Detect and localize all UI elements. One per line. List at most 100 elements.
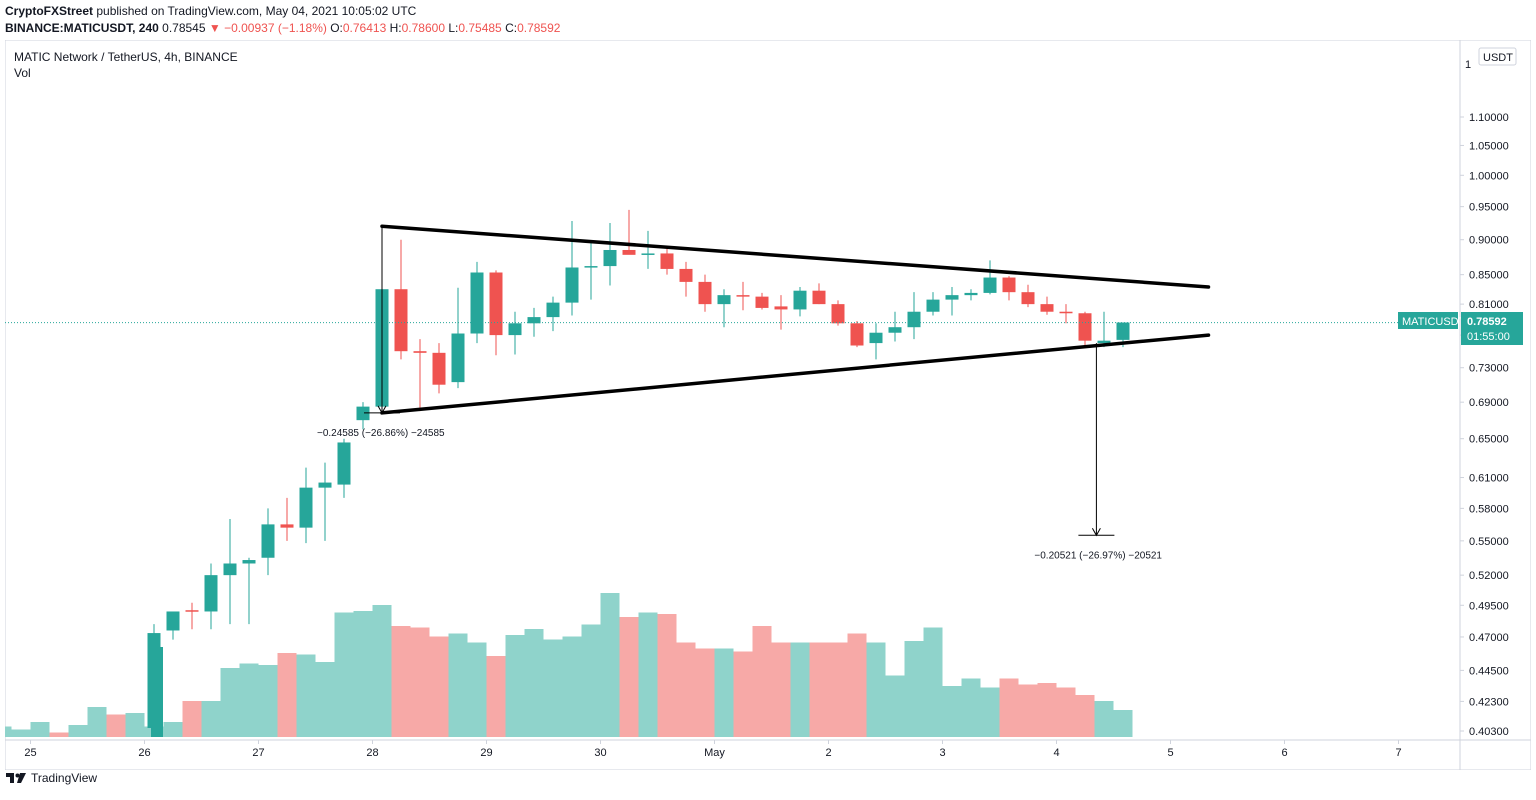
price-tick-label: 0.58000 (1469, 503, 1509, 515)
candle-body (166, 611, 180, 631)
candle-body (451, 333, 465, 383)
candle-body (926, 299, 940, 312)
price-tick-label: 0.49500 (1469, 600, 1509, 612)
time-tick-label: 2 (825, 747, 831, 759)
volume-bar (752, 626, 772, 737)
volume-bar (239, 663, 259, 737)
volume-bar (277, 653, 297, 737)
volume-bar (334, 612, 354, 737)
candle-body (907, 311, 921, 328)
candle-body (584, 266, 598, 268)
volume-bar (1113, 710, 1133, 737)
candle-body (812, 290, 826, 305)
close-value: 0.78592 (517, 21, 561, 35)
price-tick-label: 0.55000 (1469, 536, 1509, 548)
candle-body (1040, 304, 1054, 312)
volume-bar (733, 651, 753, 737)
candle-body (432, 352, 446, 385)
volume-bar (30, 722, 50, 737)
candle-body (831, 304, 845, 324)
price-chart[interactable]: −0.24585 (−26.86%) −24585 −0.20521 (−26.9… (5, 40, 1531, 770)
candle-body (546, 302, 560, 318)
price-tick-label: 0.69000 (1469, 397, 1509, 409)
volume-bar (315, 662, 335, 737)
tradingview-logo-icon (6, 773, 26, 783)
time-tick-label: 3 (939, 747, 945, 759)
candle-body (527, 317, 541, 324)
candle-body (242, 560, 256, 564)
candle-body (793, 290, 807, 310)
candle-body (204, 575, 218, 612)
footer[interactable]: TradingView (5, 771, 97, 785)
volume-bar (372, 605, 392, 737)
volume-bar (809, 642, 829, 737)
price-tick-label: 0.40300 (1469, 726, 1509, 738)
volume-bar (980, 687, 1000, 737)
chart-frame[interactable]: −0.24585 (−26.86%) −24585 −0.20521 (−26.9… (5, 40, 1531, 800)
candle-body (1002, 277, 1016, 293)
volume-bar (923, 627, 943, 737)
publisher-name[interactable]: CryptoFXStreet (5, 4, 94, 18)
symbol-price-tag (1398, 312, 1458, 329)
candle-body (964, 292, 978, 296)
volume-bar (448, 633, 468, 737)
current-price-tag (1461, 312, 1523, 345)
published-text: published on TradingView.com, May 04, 20… (96, 4, 417, 18)
volume-bar (847, 633, 867, 737)
measure-tools: −0.24585 (−26.86%) −24585 −0.20521 (−26.9… (317, 226, 1162, 561)
time-axis[interactable]: 25 26 27 28 29 30 May 2 3 4 5 6 7 (24, 740, 1402, 759)
candle-body (679, 268, 693, 282)
candle-body (622, 249, 636, 255)
candle-body (603, 249, 617, 267)
candle-body (1097, 340, 1111, 344)
price-axis[interactable]: 1.10000 1.05000 1.00000 0.95000 0.90000 0.850… (1460, 112, 1509, 738)
volume-bar (562, 636, 582, 737)
last-price: 0.78545 (162, 21, 206, 35)
candle-body (318, 482, 332, 488)
candle-body (888, 327, 902, 333)
time-tick-label: 7 (1395, 747, 1401, 759)
price-tick-label: 0.52000 (1469, 570, 1509, 582)
candle-body (774, 306, 788, 310)
publish-line: CryptoFXStreet published on TradingView.… (5, 4, 416, 18)
candle-body (641, 253, 655, 255)
candle-countdown: 01:55:00 (1467, 331, 1510, 343)
volume-bar (524, 629, 544, 737)
volume-bar (1094, 701, 1114, 737)
volume-bar (49, 732, 69, 737)
volume-bar (999, 678, 1019, 737)
volume-bar (87, 707, 107, 737)
candle-body (299, 487, 313, 528)
candle-body (736, 295, 750, 297)
volume-bar (163, 722, 183, 737)
time-tick-label: 5 (1167, 747, 1173, 759)
volume-bar (1075, 695, 1095, 737)
currency-badge[interactable] (1478, 47, 1517, 66)
volume-bar (828, 642, 848, 737)
volume-bar (942, 686, 962, 737)
candle-body (983, 277, 997, 293)
candle-body (337, 442, 351, 485)
time-tick-label: 27 (252, 747, 264, 759)
candle-body (1021, 292, 1035, 305)
legend-volume: Vol (14, 66, 31, 80)
measure-label: −0.20521 (−26.97%) −20521 (1034, 550, 1162, 561)
candles (147, 209, 1130, 733)
trendlines[interactable] (5, 224, 1460, 415)
candle-body (223, 563, 237, 576)
price-change: −0.00937 (−1.18%) (224, 21, 327, 35)
price-tick-label: 0.44500 (1469, 665, 1509, 677)
candle-body (470, 272, 484, 334)
candle-body (698, 281, 712, 305)
volume-bar (771, 642, 791, 737)
price-tick-label: 0.42300 (1469, 696, 1509, 708)
volume-bar (885, 675, 905, 737)
time-tick-label: 4 (1053, 747, 1059, 759)
volume-bar (353, 611, 373, 737)
volume-bar (106, 714, 126, 737)
candle-body (565, 267, 579, 303)
time-tick-label: 30 (594, 747, 606, 759)
time-tick-label: 28 (366, 747, 378, 759)
measure-label: −0.24585 (−26.86%) −24585 (317, 428, 445, 439)
price-tick-label: 1.05000 (1469, 140, 1509, 152)
